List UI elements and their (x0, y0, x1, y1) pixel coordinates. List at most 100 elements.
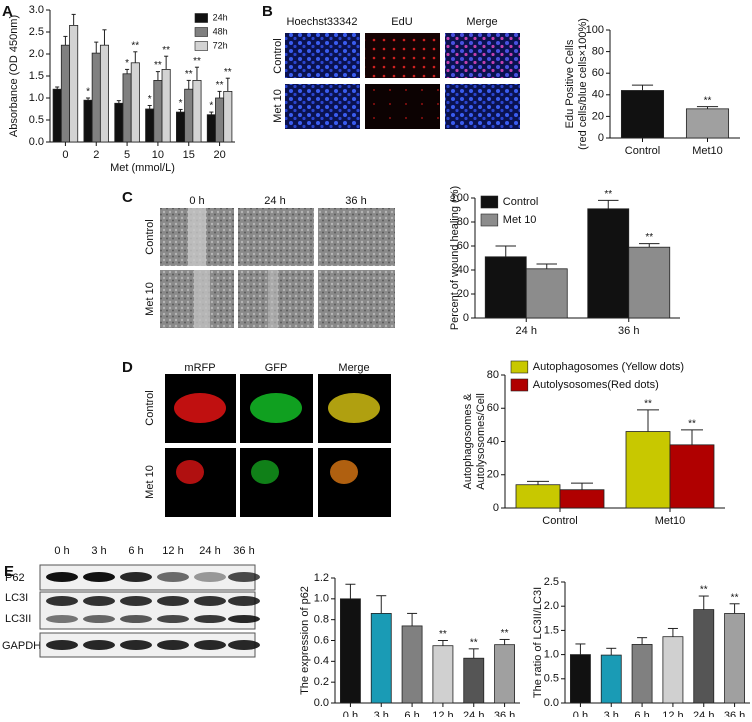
x-tick-label: 15 (183, 149, 195, 161)
legend-swatch (194, 41, 208, 51)
error-bar (631, 84, 654, 91)
micrograph (238, 208, 314, 266)
bar (145, 108, 155, 143)
x-tick-label: Met10 (692, 145, 723, 157)
bar (693, 609, 715, 704)
bar (494, 644, 516, 704)
significance-mark: ** (704, 95, 712, 106)
bar (192, 80, 202, 143)
y-tick-label: 20 (592, 110, 604, 122)
error-bar (681, 429, 703, 445)
micrograph (165, 448, 236, 517)
bar (122, 73, 132, 143)
bar (114, 102, 124, 143)
x-tick-label: 12 h (432, 710, 453, 717)
cell (328, 393, 380, 423)
bar (176, 111, 186, 143)
y-tick-label: 80 (487, 369, 499, 381)
error-bar (55, 86, 60, 90)
cell (176, 460, 204, 484)
bar (669, 444, 715, 509)
bar (631, 644, 653, 704)
error-bar (575, 643, 586, 655)
y-tick-label: 20 (457, 288, 469, 300)
panel-label: A (2, 3, 13, 20)
column-label: 6 h (128, 545, 143, 557)
error-bar (527, 480, 549, 485)
error-bar (178, 108, 183, 113)
bar (91, 52, 101, 143)
error-bar (639, 243, 660, 248)
band (83, 615, 115, 623)
band (83, 572, 115, 582)
significance-mark: ** (185, 69, 193, 80)
column-label: Hoechst33342 (287, 16, 358, 28)
bar (525, 268, 568, 319)
row-label: P62 (5, 572, 25, 584)
micrograph (365, 84, 440, 129)
error-bar (499, 638, 510, 645)
band (157, 640, 189, 650)
bar (52, 88, 62, 143)
x-tick-label: 0 (62, 149, 68, 161)
y-tick-label: 1.0 (314, 593, 329, 605)
x-tick-label: 10 (152, 149, 164, 161)
y-tick-label: 0.0 (314, 697, 329, 709)
error-bar (598, 199, 619, 209)
band (228, 615, 260, 623)
band (46, 572, 78, 582)
y-tick-label: 80 (592, 46, 604, 58)
bar (515, 484, 561, 509)
y-tick-label: 2.5 (29, 26, 44, 38)
y-tick-label: 0 (463, 312, 469, 324)
band (194, 640, 226, 650)
significance-mark: ** (644, 399, 652, 410)
significance-mark: * (179, 98, 183, 109)
y-axis-label: (red cells/blue cells×100%) (577, 18, 589, 150)
significance-mark: ** (688, 419, 696, 430)
y-tick-label: 100 (451, 192, 469, 204)
column-label: 0 h (54, 545, 69, 557)
x-tick-label: 12 h (662, 710, 683, 717)
x-tick-label: 36 h (494, 710, 515, 717)
x-tick-label: 6 h (404, 710, 419, 717)
error-bar (85, 97, 91, 101)
error-bar (637, 637, 648, 645)
x-tick-label: 0 h (573, 710, 588, 717)
column-label: 0 h (189, 195, 204, 207)
error-bar (729, 603, 740, 614)
bar (484, 256, 527, 319)
bar (83, 99, 93, 143)
micrograph (318, 270, 395, 328)
error-bar (437, 640, 448, 646)
y-tick-label: 40 (457, 264, 469, 276)
significance-mark: ** (470, 637, 478, 648)
row-label: Met 10 (144, 282, 156, 316)
y-tick-label: 0.2 (314, 676, 329, 688)
column-label: GFP (265, 362, 288, 374)
band (194, 572, 226, 582)
y-tick-label: 1.0 (544, 649, 559, 661)
significance-mark: ** (162, 45, 170, 56)
bar (569, 654, 591, 704)
y-tick-label: 1.5 (29, 70, 44, 82)
y-tick-label: 0 (493, 502, 499, 514)
bar (206, 114, 216, 143)
wound-gap (268, 270, 278, 328)
x-axis-label: Met (mmol/L) (110, 162, 175, 174)
bar (130, 62, 140, 143)
row-label: Control (144, 219, 156, 254)
significance-mark: ** (224, 67, 232, 78)
micrograph (445, 84, 520, 129)
error-bar (696, 106, 719, 109)
y-tick-label: 0.0 (544, 697, 559, 709)
error-bar (345, 583, 356, 599)
x-tick-label: 3 h (604, 710, 619, 717)
band (194, 596, 226, 606)
x-tick-label: 24 h (693, 710, 714, 717)
x-tick-label: Met10 (655, 515, 686, 527)
band (120, 640, 152, 650)
error-bar (209, 111, 214, 115)
error-bar (116, 100, 121, 104)
column-label: 36 h (233, 545, 254, 557)
